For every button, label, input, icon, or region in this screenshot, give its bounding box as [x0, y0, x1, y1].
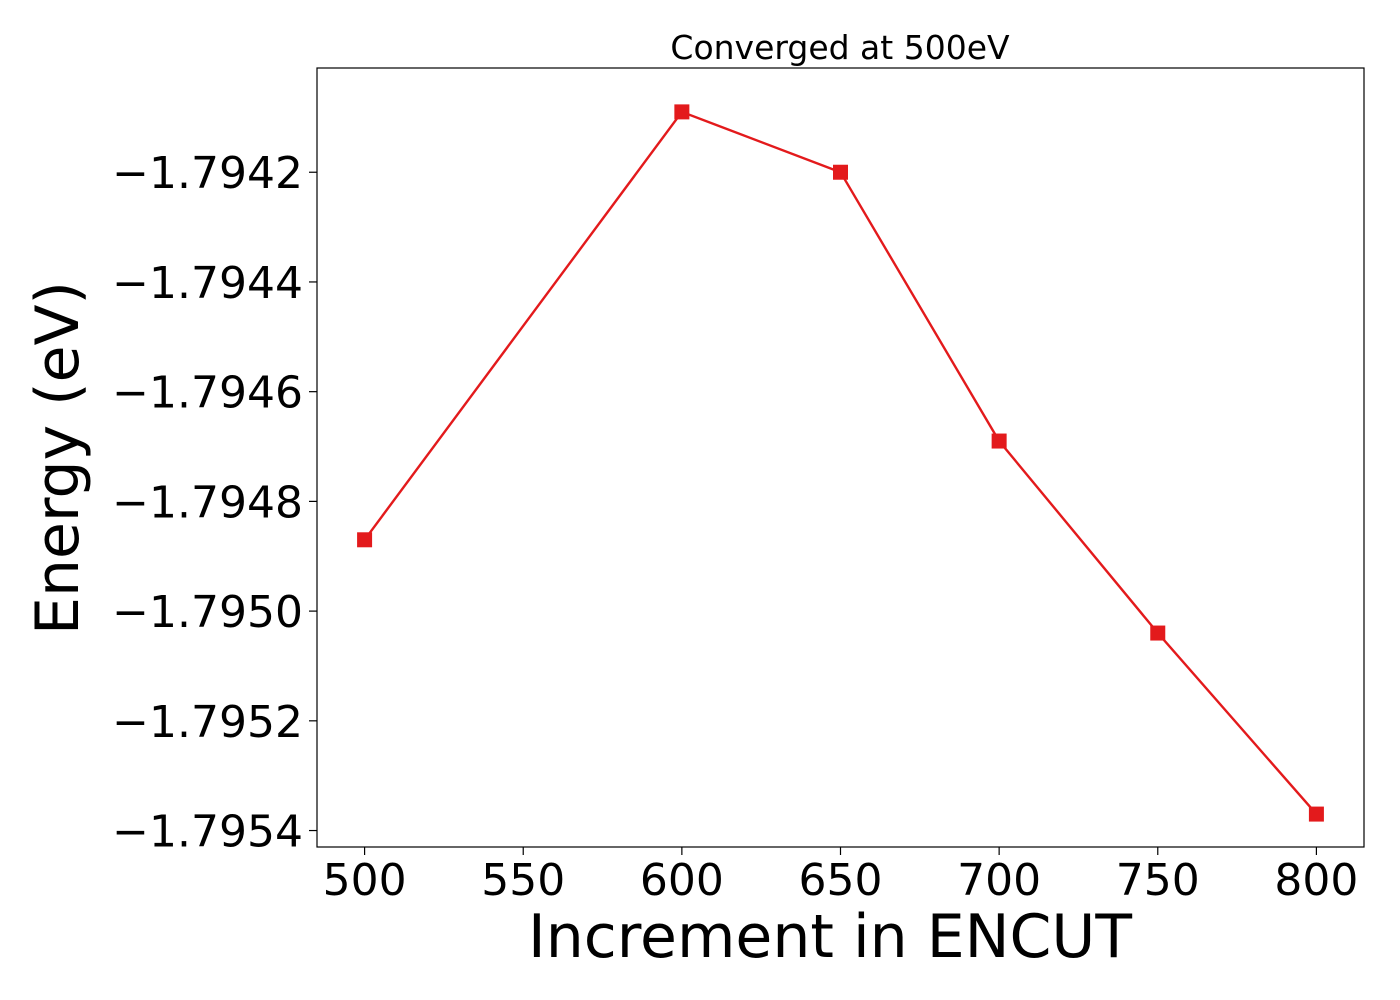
- x-tick-label: 700: [957, 855, 1041, 906]
- chart-title: Converged at 500eV: [670, 28, 1010, 67]
- x-axis-ticks: 500 550 600 650 700 750 800: [323, 847, 1358, 906]
- y-tick-label: −1.7942: [112, 148, 303, 199]
- data-point: [991, 433, 1007, 449]
- y-tick-label: −1.7954: [112, 807, 303, 858]
- data-point: [1150, 625, 1166, 641]
- x-tick-label: 750: [1116, 855, 1200, 906]
- x-tick-label: 800: [1274, 855, 1358, 906]
- plot-area: [316, 67, 1365, 848]
- y-tick-label: −1.7952: [112, 697, 303, 748]
- y-tick-label: −1.7944: [112, 258, 303, 309]
- x-tick-label: 500: [323, 855, 407, 906]
- x-axis-label: Increment in ENCUT: [528, 902, 1132, 972]
- y-axis-ticks: −1.7942 −1.7944 −1.7946 −1.7948 −1.7950 −1.79…: [112, 148, 317, 858]
- x-tick-label: 650: [799, 855, 883, 906]
- x-tick-label: 550: [481, 855, 565, 906]
- y-tick-label: −1.7946: [112, 368, 303, 419]
- data-point: [674, 104, 690, 120]
- y-tick-label: −1.7950: [112, 587, 303, 638]
- x-tick-label: 600: [640, 855, 724, 906]
- series-line: [363, 110, 1318, 815]
- y-tick-label: −1.7948: [112, 477, 303, 528]
- data-point: [833, 164, 848, 180]
- data-point: [1308, 806, 1324, 822]
- data-point: [357, 532, 373, 548]
- y-axis-label: Energy (eV): [23, 281, 93, 635]
- series-markers: [357, 104, 1324, 822]
